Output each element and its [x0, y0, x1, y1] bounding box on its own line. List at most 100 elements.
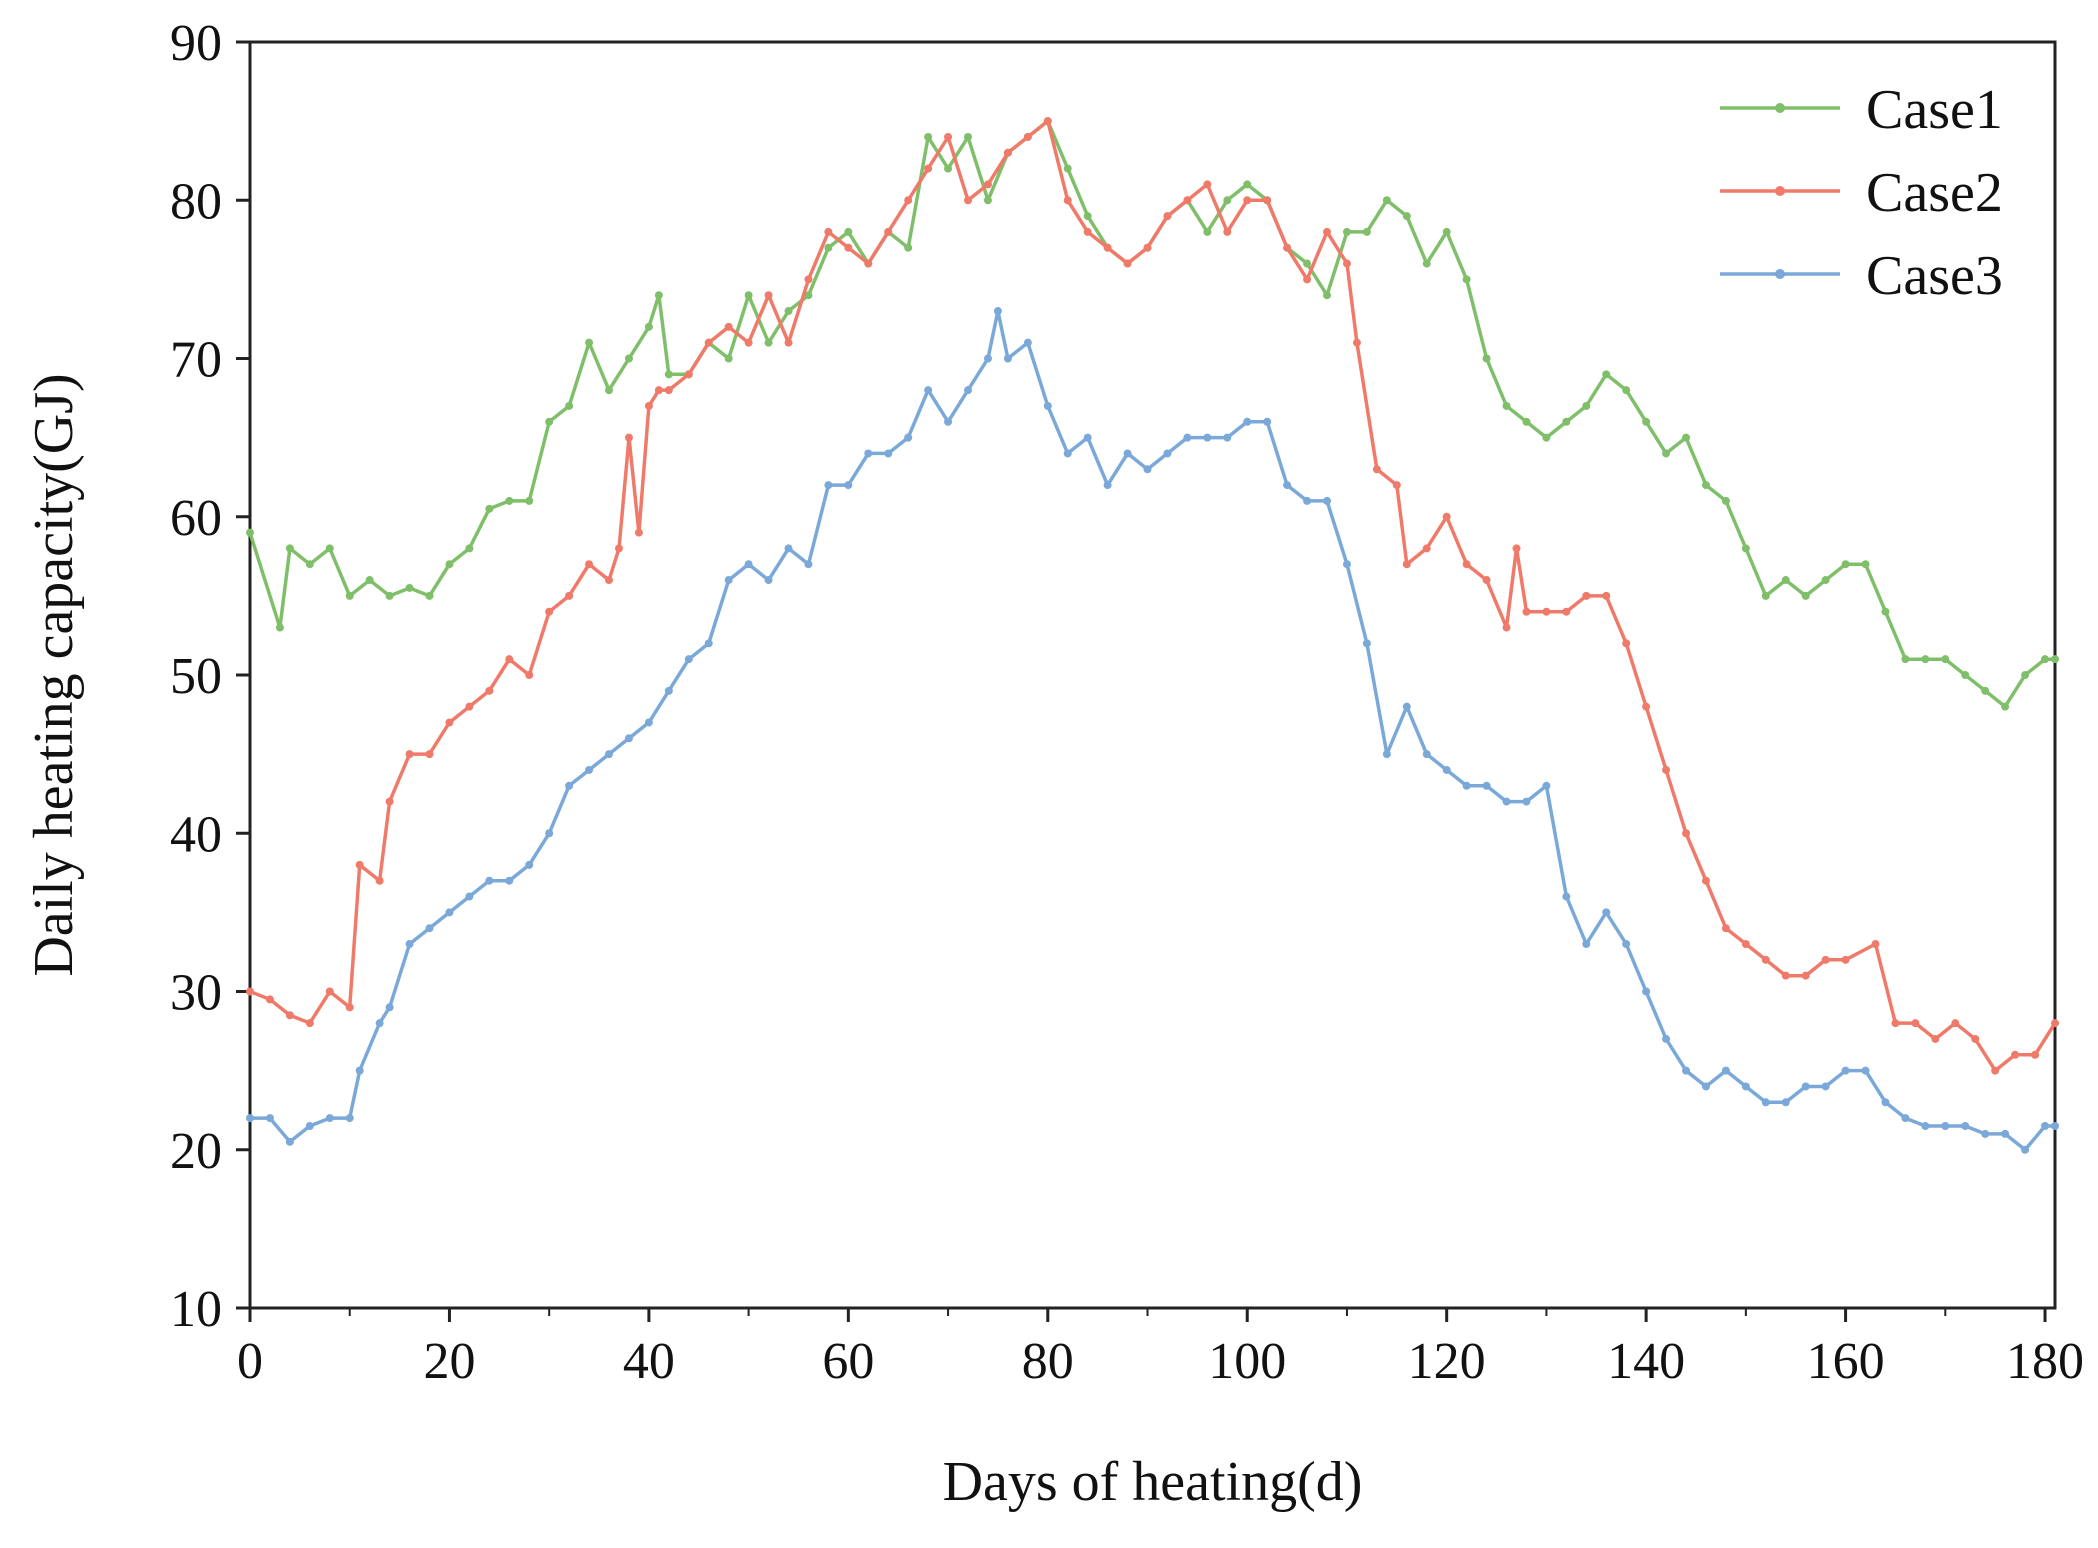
series-lines [246, 117, 2059, 1154]
data-point-case2 [804, 275, 813, 284]
data-point-case1 [1781, 576, 1790, 585]
data-point-case2 [1512, 544, 1521, 553]
x-tick-label: 80 [1022, 1333, 1074, 1390]
data-point-case2 [246, 987, 254, 996]
data-point-case2 [1642, 702, 1651, 711]
data-point-case3 [585, 765, 594, 774]
data-point-case2 [634, 528, 643, 537]
data-point-case2 [983, 180, 992, 189]
data-point-case3 [1642, 987, 1651, 996]
data-point-case3 [944, 417, 953, 426]
data-point-case1 [1582, 401, 1591, 410]
data-point-case1 [1861, 560, 1870, 569]
data-point-case1 [1462, 275, 1471, 284]
data-point-case1 [1063, 164, 1072, 173]
data-point-case2 [265, 995, 274, 1004]
data-point-case3 [724, 576, 733, 585]
data-point-case3 [355, 1066, 364, 1075]
data-point-case1 [2041, 655, 2050, 664]
data-point-case3 [1701, 1082, 1710, 1091]
data-point-case2 [375, 876, 384, 885]
data-point-case3 [1063, 449, 1072, 458]
data-point-case1 [1502, 401, 1511, 410]
data-point-case2 [1143, 243, 1152, 252]
y-tick-label: 70 [170, 332, 222, 389]
data-point-case2 [1891, 1019, 1900, 1028]
data-point-case2 [525, 671, 534, 679]
data-point-case1 [1323, 291, 1332, 300]
data-point-case3 [1323, 496, 1332, 505]
data-point-case2 [1462, 560, 1471, 569]
data-point-case1 [1562, 417, 1571, 426]
data-point-case1 [345, 591, 354, 600]
data-point-case3 [824, 481, 833, 490]
data-point-case2 [1043, 117, 1052, 126]
data-point-case2 [1761, 955, 1770, 964]
data-point-case1 [585, 338, 594, 347]
data-point-case3 [246, 1114, 254, 1123]
data-point-case2 [744, 338, 753, 347]
data-point-case2 [1502, 623, 1511, 632]
data-point-case2 [614, 544, 623, 553]
data-point-case2 [1562, 607, 1571, 616]
data-point-case1 [1901, 655, 1910, 664]
data-point-case3 [1761, 1098, 1770, 1107]
y-tick-label: 10 [170, 1281, 222, 1338]
data-point-case3 [1622, 940, 1631, 949]
data-point-case2 [624, 433, 633, 442]
data-point-case2 [704, 338, 713, 347]
data-point-case3 [1462, 781, 1471, 790]
data-point-case3 [2001, 1129, 2010, 1138]
data-point-case3 [764, 576, 773, 585]
y-tick-label: 90 [170, 15, 222, 72]
data-point-case1 [654, 291, 663, 300]
data-point-case2 [1372, 465, 1381, 474]
data-point-case2 [605, 576, 614, 585]
data-point-case1 [1801, 591, 1810, 600]
data-point-case2 [824, 227, 833, 236]
data-point-case1 [1382, 196, 1391, 205]
data-point-case2 [1721, 924, 1730, 933]
data-point-case3 [1741, 1082, 1750, 1091]
data-point-case3 [704, 639, 713, 648]
data-point-case2 [305, 1019, 314, 1028]
data-point-case1 [1482, 354, 1491, 363]
data-point-case3 [505, 876, 514, 885]
data-point-case3 [465, 892, 474, 901]
data-point-case3 [1582, 940, 1591, 949]
data-point-case3 [744, 560, 753, 569]
data-point-case3 [904, 433, 913, 442]
data-point-case3 [1941, 1122, 1950, 1131]
data-point-case2 [355, 860, 364, 869]
data-point-case3 [1482, 781, 1491, 790]
data-point-case2 [864, 259, 873, 268]
data-point-case2 [654, 386, 663, 395]
data-point-case2 [1991, 1066, 2000, 1075]
data-point-case1 [1761, 591, 1770, 600]
data-point-case1 [285, 544, 294, 553]
data-point-case2 [2011, 1050, 2020, 1059]
data-point-case1 [1821, 576, 1830, 585]
data-point-case1 [2021, 671, 2030, 679]
legend-marker [1775, 186, 1785, 196]
data-point-case2 [1542, 607, 1551, 616]
data-point-case3 [1542, 781, 1551, 790]
data-point-case3 [1721, 1066, 1730, 1075]
data-point-case2 [505, 655, 514, 664]
data-point-case3 [1243, 417, 1252, 426]
legend-marker [1775, 269, 1785, 279]
plot-area-frame [248, 40, 2057, 1310]
data-point-case2 [964, 196, 973, 205]
data-point-case2 [425, 750, 434, 759]
y-axis-title: Daily heating capacity(GJ) [23, 373, 85, 976]
data-point-case1 [1941, 655, 1950, 664]
data-point-case1 [1442, 227, 1451, 236]
y-tick-label: 50 [170, 648, 222, 705]
data-point-case3 [1283, 481, 1292, 490]
data-point-case1 [1203, 227, 1212, 236]
data-point-case3 [1602, 908, 1611, 917]
data-point-case1 [944, 164, 953, 173]
data-point-case1 [505, 496, 514, 505]
